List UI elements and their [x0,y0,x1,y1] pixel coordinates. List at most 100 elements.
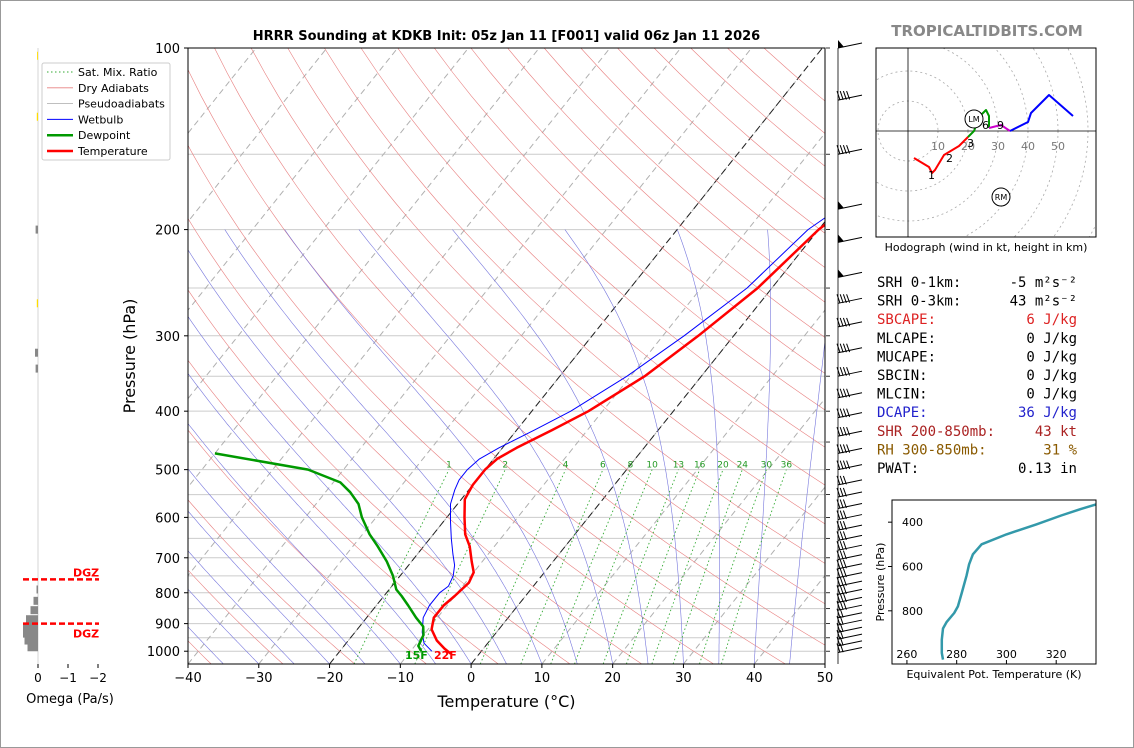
wind-barb-feather [842,408,847,418]
mixing-ratio-line [720,469,787,664]
legend-entry: Pseudoadiabats [78,98,165,111]
wind-barb-feather [842,499,847,509]
pseudoadiabat [452,229,649,664]
wind-barb-feather [839,367,844,377]
index-value: 0 J/kg [1026,387,1077,403]
surface-dewpoint-label: 15F [405,649,428,662]
wind-barb [837,392,863,399]
dry-adiabat [214,48,825,646]
wind-barb [837,596,863,603]
wind-barb-feather [842,475,847,485]
pseudoadiabat [677,229,720,664]
dry-adiabat [188,68,786,664]
wind-barb-feather [836,408,841,418]
dry-adiabat [188,144,714,664]
wind-barb-feather [836,444,841,454]
wind-barb-feather [842,444,847,454]
x-tick-label: −40 [174,671,201,686]
storm-motion-label: RM [995,193,1008,202]
omega-bar [27,643,38,652]
y-tick-label: 600 [155,511,180,526]
theta-e-y-tick-label: 600 [902,560,923,573]
skewt-plot-area: 1 2 4 6 8 10 13 16 20 24 30 36 [188,48,825,664]
index-value: 0 J/kg [1026,349,1077,365]
wind-barb-feather [836,593,841,603]
wind-barb [837,412,863,419]
dgz-label: DGZ [73,628,99,641]
wind-barb-feather [836,636,841,646]
hodograph-height-label: 9 [997,119,1004,132]
omega-bar [37,51,38,60]
wind-barb-feather [842,531,847,541]
wind-barb-feather [836,499,841,509]
wind-barb-feather [842,576,847,586]
wind-barb-feather [839,601,844,611]
pseudoadiabat [188,550,295,664]
wind-barb-feather [839,531,844,541]
wind-barb-feather [842,550,847,560]
wind-barb [837,447,863,454]
hodograph-trace [1009,94,1074,132]
wind-barb [837,514,863,521]
mixing-ratio-label: 13 [673,461,684,471]
legend-box [41,62,171,161]
pseudoadiabat [188,510,330,664]
mixing-ratio-label: 4 [563,461,569,471]
wind-barb [837,503,863,510]
hodograph-height-label: 6 [982,119,989,132]
wind-barb-feather [839,593,844,603]
pseudoadiabat [753,229,772,664]
wind-barb [837,619,863,626]
mixing-ratio-line [479,469,567,664]
indices-table: SRH 0-1km: -5 m²s⁻² SRH 0-3km: 43 m²s⁻² SBCA… [877,275,1078,477]
mixing-ratio-line [550,469,631,664]
dry-adiabat [287,48,825,564]
dry-adiabat [324,48,825,525]
wind-barb-feather [836,487,841,498]
mixing-ratio-line [602,469,679,664]
omega-bar [35,225,38,234]
dry-adiabat [250,48,825,605]
wind-barb-feather [836,510,841,520]
wind-barb [837,563,863,570]
x-tick-label: −10 [387,671,414,686]
wind-barb-flag [838,201,844,210]
y-tick-label: 700 [155,552,180,567]
wind-barb-feather [839,510,844,520]
theta-e-plot [940,503,1096,660]
y-tick-label: 500 [155,464,180,479]
storm-motion-marker [964,109,984,129]
watermark: TROPICALTIDBITS.COM [891,22,1083,40]
isotherm [541,309,825,664]
index-label: SHR 200-850mb: [877,424,995,440]
wind-barb-feather [839,521,844,531]
x-tick-label: −20 [316,671,343,686]
y-tick-label: 1000 [147,645,180,660]
isotherm [188,48,682,664]
wind-barb-feather [842,426,847,436]
pseudoadiabat [789,338,825,664]
wind-barb-feather [839,576,844,586]
hodograph-height-label: 3 [967,137,974,150]
wind-barb-feather [842,601,847,610]
theta-e-x-label: Equivalent Pot. Temperature (K) [906,668,1081,681]
wind-barb-feather [846,388,851,398]
index-value: 0 J/kg [1026,331,1077,347]
wind-barb [837,430,863,437]
wind-barb-feather [836,294,841,304]
pseudoadiabat [284,229,578,664]
y-tick-label: 100 [155,42,180,57]
dry-adiabat [188,289,571,664]
pseudoadiabat [188,588,260,664]
wind-barb-feather [846,460,851,470]
isotherm [612,397,825,664]
hodograph-ring-label: 10 [931,140,945,153]
wind-barb-feather [836,601,841,611]
wind-barb-feather [846,145,851,154]
wind-barb-feather [842,510,847,520]
wind-barb-feather [839,608,844,618]
storm-motion-label: LM [968,115,979,124]
legend-entry: Sat. Mix. Ratio [78,66,158,79]
wind-barb-feather [836,145,841,155]
wind-barb [837,640,863,647]
